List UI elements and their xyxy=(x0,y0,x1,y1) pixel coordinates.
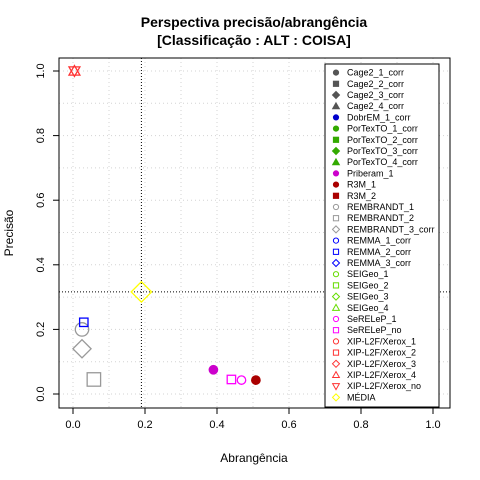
legend-marker-8 xyxy=(331,157,341,166)
legend-label-19: SEIGeo_2 xyxy=(347,280,389,290)
legend-label-7: PorTexTO_3_corr xyxy=(347,146,418,156)
legend: Cage2_1_corrCage2_2_corrCage2_3_corrCage… xyxy=(324,63,440,408)
legend-label-28: XIP-L2F/Xerox_no xyxy=(347,381,421,391)
chart-title: Perspectiva precisão/abrangência xyxy=(141,14,368,30)
chart-subtitle: [Classificação : ALT : COISA] xyxy=(157,32,351,48)
point-14-0 xyxy=(72,338,92,359)
legend-marker-15 xyxy=(332,237,340,244)
data-points xyxy=(67,64,261,387)
plot-frame xyxy=(58,57,451,409)
legend-marker-22 xyxy=(332,315,340,323)
legend-label-1: Cage2_2_corr xyxy=(347,79,404,89)
legend-label-18: SEIGeo_1 xyxy=(347,269,389,279)
legend-marker-20 xyxy=(331,292,341,301)
point-27-0 xyxy=(67,64,82,76)
point-10-0 xyxy=(251,375,261,385)
legend-marker-24 xyxy=(332,338,340,345)
legend-marker-14 xyxy=(331,225,341,234)
legend-label-8: PorTexTO_4_corr xyxy=(347,157,418,167)
legend-label-12: REMBRANDT_1 xyxy=(347,202,414,212)
legend-marker-25 xyxy=(332,349,340,356)
legend-marker-6 xyxy=(332,136,340,143)
legend-marker-17 xyxy=(331,258,341,268)
legend-label-26: XIP-L2F/Xerox_3 xyxy=(347,359,416,369)
legend-marker-26 xyxy=(331,359,341,369)
legend-marker-1 xyxy=(332,80,340,87)
reference-lines xyxy=(59,58,450,408)
y-tick-label-3: 0.6 xyxy=(35,193,47,208)
point-13-0 xyxy=(86,372,102,387)
legend-marker-3 xyxy=(331,101,341,110)
legend-box xyxy=(324,63,440,408)
x-tick-label-1: 0.2 xyxy=(137,419,152,431)
x-tick-label-2: 0.4 xyxy=(209,419,224,431)
x-tick-label-0: 0.0 xyxy=(65,419,80,431)
y-tick-label-5: 1.0 xyxy=(35,63,47,78)
legend-marker-21 xyxy=(331,303,341,311)
legend-marker-23 xyxy=(332,327,340,334)
legend-label-6: PorTexTO_2_corr xyxy=(347,135,418,145)
legend-label-29: MÉDIA xyxy=(347,392,376,402)
x-axis-title: Abrangência xyxy=(220,451,288,465)
x-tick-label-3: 0.6 xyxy=(281,419,296,431)
legend-marker-12 xyxy=(332,203,340,211)
legend-label-11: R3M_2 xyxy=(347,191,376,201)
legend-marker-18 xyxy=(332,271,340,278)
point-9-0 xyxy=(208,364,219,375)
legend-marker-11 xyxy=(332,192,340,199)
legend-label-16: REMMA_2_corr xyxy=(347,247,411,257)
legend-label-23: SeRELeP_no xyxy=(347,325,402,335)
point-12-0 xyxy=(74,322,90,337)
legend-label-21: SEIGeo_4 xyxy=(347,303,389,313)
legend-marker-2 xyxy=(331,90,341,100)
y-tick-label-2: 0.4 xyxy=(35,257,47,272)
legend-marker-27 xyxy=(331,370,341,379)
y-tick-label-4: 0.8 xyxy=(35,128,47,143)
legend-label-14: REMBRANDT_3_corr xyxy=(347,224,435,234)
legend-marker-29 xyxy=(331,393,341,402)
legend-label-2: Cage2_3_corr xyxy=(347,90,404,100)
point-16-0 xyxy=(78,317,89,328)
legend-marker-4 xyxy=(332,114,340,121)
legend-label-17: REMMA_3_corr xyxy=(347,258,411,268)
y-tick-label-1: 0.2 xyxy=(35,322,47,337)
legend-label-3: Cage2_4_corr xyxy=(347,101,404,111)
x-tick-label-4: 0.8 xyxy=(353,419,368,431)
point-28-0 xyxy=(67,66,82,78)
point-29-0 xyxy=(130,280,153,304)
legend-label-0: Cage2_1_corr xyxy=(347,68,404,78)
legend-label-10: R3M_1 xyxy=(347,180,376,190)
y-tick-label-0: 0.0 xyxy=(35,386,47,401)
legend-label-9: Priberam_1 xyxy=(347,168,394,178)
y-axis: 0.0 0.2 0.4 0.6 0.8 1.0 xyxy=(35,63,59,402)
legend-label-24: XIP-L2F/Xerox_1 xyxy=(347,336,416,346)
legend-label-5: PorTexTO_1_corr xyxy=(347,124,418,134)
legend-label-27: XIP-L2F/Xerox_4 xyxy=(347,370,416,380)
y-axis-title: Precisão xyxy=(2,209,16,256)
legend-marker-0 xyxy=(332,69,340,76)
legend-marker-5 xyxy=(332,125,340,132)
legend-marker-10 xyxy=(332,181,340,188)
legend-marker-16 xyxy=(332,248,340,255)
legend-label-20: SEIGeo_3 xyxy=(347,292,389,302)
legend-label-22: SeRELeP_1 xyxy=(347,314,397,324)
legend-marker-7 xyxy=(331,146,341,156)
point-22-0 xyxy=(236,375,247,385)
legend-marker-13 xyxy=(332,215,340,222)
legend-label-4: DobrEM_1_corr xyxy=(347,112,411,122)
legend-marker-19 xyxy=(332,282,340,289)
x-axis: 0.0 0.2 0.4 0.6 0.8 1.0 xyxy=(65,408,441,431)
legend-marker-28 xyxy=(331,383,341,391)
point-23-0 xyxy=(226,374,237,385)
legend-marker-9 xyxy=(332,170,340,177)
x-tick-label-5: 1.0 xyxy=(425,419,440,431)
legend-label-15: REMMA_1_corr xyxy=(347,236,411,246)
legend-label-25: XIP-L2F/Xerox_2 xyxy=(347,348,416,358)
legend-label-13: REMBRANDT_2 xyxy=(347,213,414,223)
